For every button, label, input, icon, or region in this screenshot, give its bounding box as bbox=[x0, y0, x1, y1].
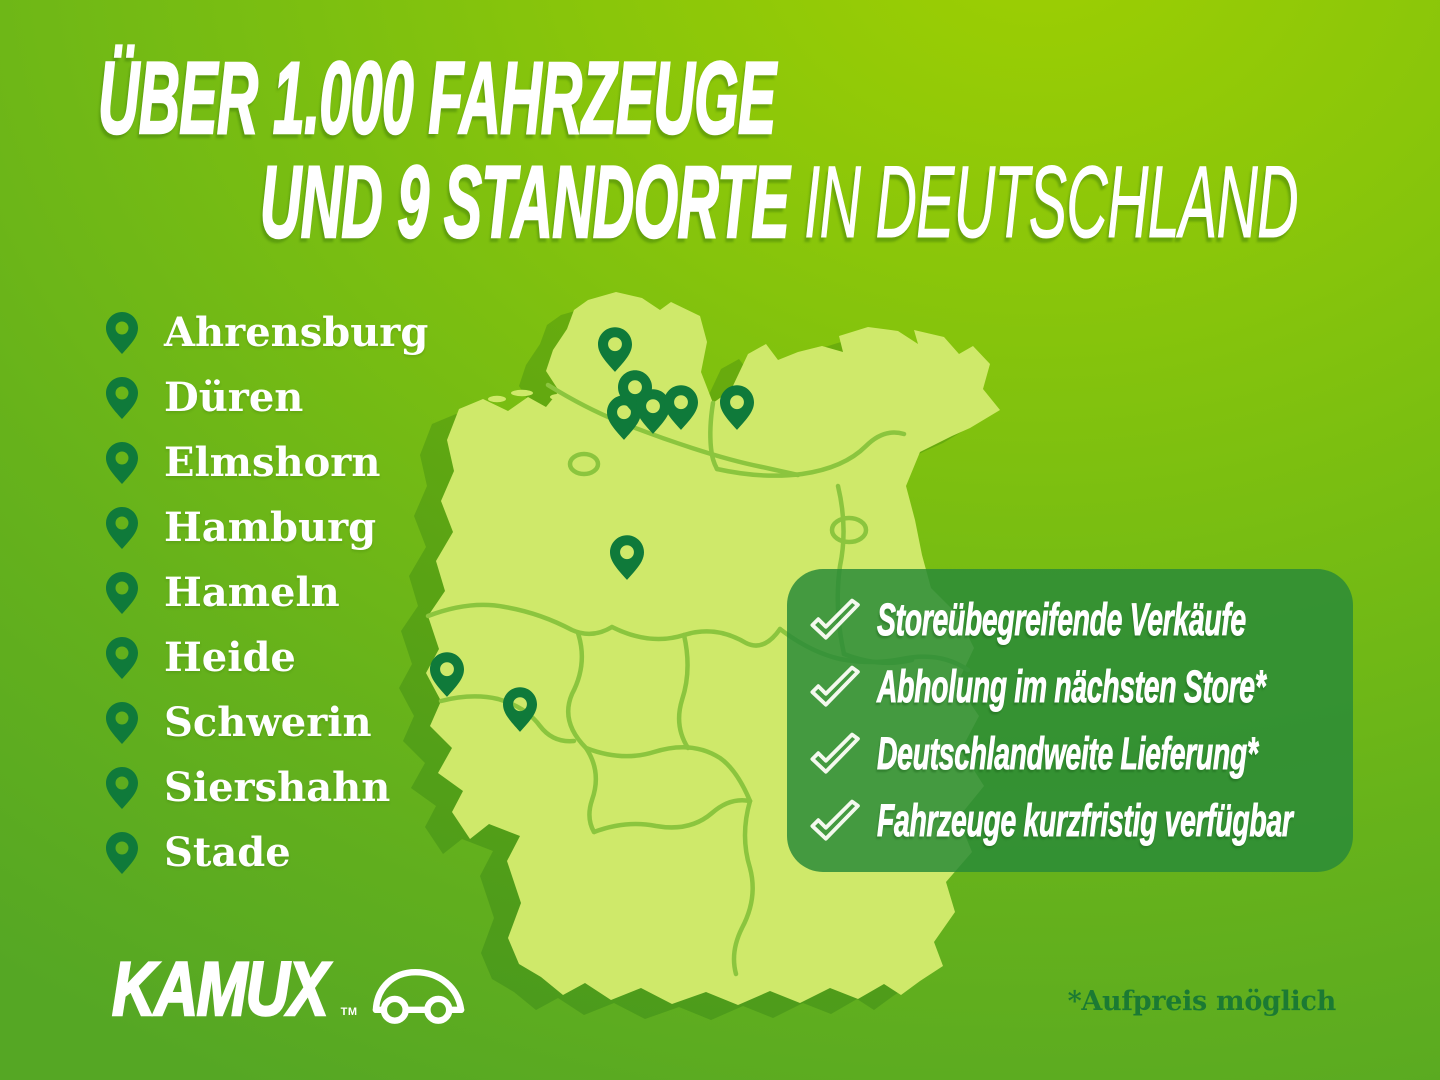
benefit-item: Abholung im nächsten Store* bbox=[809, 657, 1331, 717]
list-item: Hameln bbox=[106, 560, 428, 625]
benefit-label: Fahrzeuge kurzfristig verfügbar bbox=[877, 794, 1294, 846]
location-label: Siershahn bbox=[164, 763, 391, 811]
headline-line1: ÜBER 1.000 FAHRZEUGE bbox=[97, 41, 777, 155]
map-pin-icon bbox=[106, 637, 138, 679]
location-label: Stade bbox=[164, 828, 291, 876]
benefit-item: Fahrzeuge kurzfristig verfügbar bbox=[809, 791, 1331, 851]
list-item: Schwerin bbox=[106, 690, 428, 755]
footnote: *Aufpreis möglich bbox=[1067, 986, 1337, 1017]
benefit-label: Storeübegreifende Verkäufe bbox=[877, 594, 1247, 646]
benefit-item: Deutschlandweite Lieferung* bbox=[809, 724, 1331, 784]
map-pin-icon bbox=[106, 832, 138, 874]
map-pin-icon bbox=[106, 702, 138, 744]
double-check-icon bbox=[809, 731, 863, 777]
map-pin-icon bbox=[106, 572, 138, 614]
double-check-icon bbox=[809, 597, 863, 643]
list-item: Siershahn bbox=[106, 755, 428, 820]
trademark-symbol: TM bbox=[340, 1006, 358, 1018]
kamux-logo: KAMUX TM bbox=[111, 947, 467, 1032]
map-pin-icon bbox=[106, 312, 138, 354]
headline-line2-strong: UND 9 STANDORTE bbox=[259, 145, 790, 259]
headline-line2: UND 9 STANDORTE IN DEUTSCHLAND bbox=[259, 149, 1298, 256]
list-item: Elmshorn bbox=[106, 430, 428, 495]
benefit-label: Abholung im nächsten Store* bbox=[877, 661, 1266, 713]
double-check-icon bbox=[809, 798, 863, 844]
benefits-box: Storeübegreifende Verkäufe Abholung im n… bbox=[787, 569, 1353, 872]
location-label: Heide bbox=[164, 633, 296, 681]
list-item: Hamburg bbox=[106, 495, 428, 560]
brand-wordmark: KAMUX bbox=[111, 947, 330, 1032]
benefit-item: Storeübegreifende Verkäufe bbox=[809, 590, 1331, 650]
map-pin-icon bbox=[106, 377, 138, 419]
location-list: Ahrensburg Düren Elmshorn Hamburg Hameln… bbox=[106, 300, 428, 885]
headline-line2-light: IN DEUTSCHLAND bbox=[788, 145, 1299, 259]
benefit-label: Deutschlandweite Lieferung* bbox=[877, 727, 1259, 779]
location-label: Hamburg bbox=[164, 503, 377, 551]
location-label: Schwerin bbox=[164, 698, 372, 746]
list-item: Heide bbox=[106, 625, 428, 690]
list-item: Ahrensburg bbox=[106, 300, 428, 365]
map-pin-icon bbox=[106, 442, 138, 484]
list-item: Düren bbox=[106, 365, 428, 430]
list-item: Stade bbox=[106, 820, 428, 885]
headline: ÜBER 1.000 FAHRZEUGE UND 9 STANDORTE IN … bbox=[97, 41, 1440, 256]
double-check-icon bbox=[809, 664, 863, 710]
map-pin-icon bbox=[106, 507, 138, 549]
map-pin-icon bbox=[106, 767, 138, 809]
location-label: Hameln bbox=[164, 568, 340, 616]
car-outline-icon bbox=[372, 969, 464, 1024]
location-label: Elmshorn bbox=[164, 438, 381, 486]
location-label: Ahrensburg bbox=[164, 308, 429, 356]
location-label: Düren bbox=[164, 373, 304, 421]
